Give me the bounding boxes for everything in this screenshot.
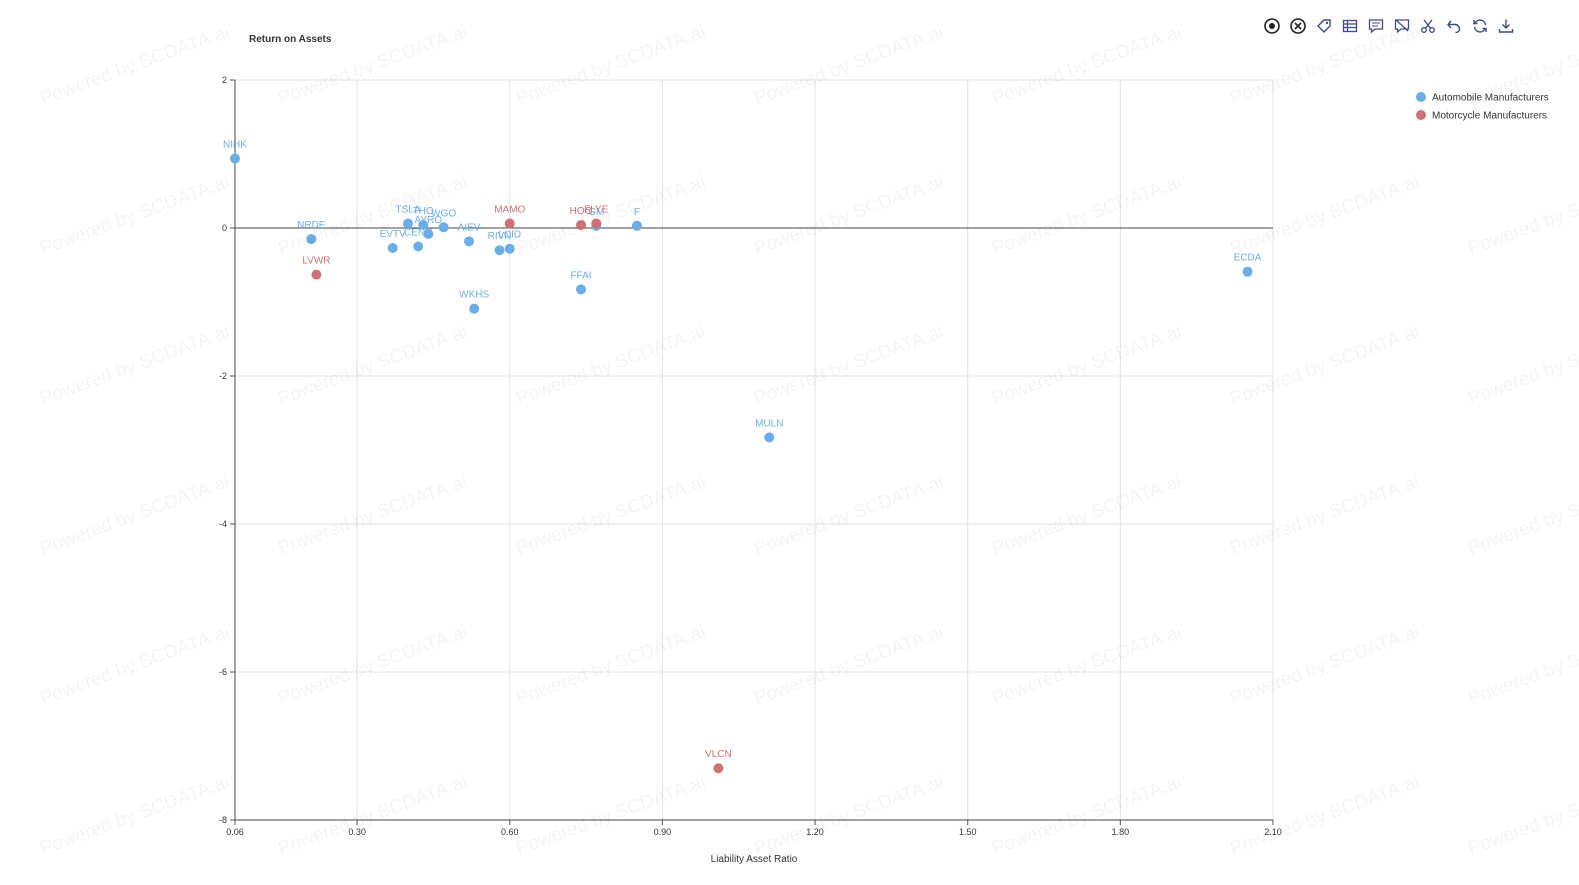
data-label: NRDE xyxy=(297,220,326,231)
undo-icon[interactable] xyxy=(1444,16,1464,36)
data-label: NIHK xyxy=(223,139,247,150)
data-point[interactable] xyxy=(387,242,398,253)
data-label: MAMO xyxy=(494,205,525,216)
data-point[interactable] xyxy=(1242,266,1253,277)
data-point[interactable] xyxy=(403,218,413,229)
data-point[interactable] xyxy=(631,220,642,231)
scissors-icon[interactable] xyxy=(1418,16,1438,36)
data-label: RIVN xyxy=(488,231,512,242)
table-icon[interactable] xyxy=(1340,16,1360,36)
data-label: WKHS xyxy=(459,290,489,301)
y-tick-label: -6 xyxy=(219,667,227,677)
comment-off-icon[interactable] xyxy=(1392,16,1412,36)
close-circle-icon[interactable] xyxy=(1288,16,1308,36)
data-point[interactable] xyxy=(423,228,434,239)
chart-title: Return on Assets xyxy=(249,34,332,45)
x-tick-label: 0.30 xyxy=(348,827,366,837)
data-label: AIEV xyxy=(458,222,481,233)
y-tick-label: -8 xyxy=(219,815,227,825)
axes: 0.06 0.30 0.60 0.90 1.20 1.50 1.80 2.10 2 0 -2 -4 -6… xyxy=(219,75,1282,837)
grid-lines xyxy=(234,79,1274,821)
data-point[interactable] xyxy=(591,218,602,229)
data-point[interactable] xyxy=(306,234,317,245)
data-label: HOG xyxy=(570,206,593,217)
x-axis-label: Liability Asset Ratio xyxy=(711,854,798,865)
data-point[interactable] xyxy=(504,218,515,229)
data-label: GM xyxy=(588,207,604,218)
data-point[interactable] xyxy=(464,236,475,247)
data-label: WGO xyxy=(431,208,456,219)
data-label: ECDA xyxy=(1234,253,1262,264)
data-label: LCID xyxy=(498,230,521,241)
legend-label[interactable]: Motorcycle Manufacturers xyxy=(1432,111,1547,122)
data-point[interactable] xyxy=(469,303,480,314)
data-point[interactable] xyxy=(311,269,322,280)
tag-icon[interactable] xyxy=(1314,16,1334,36)
y-tick-label: 2 xyxy=(222,75,227,85)
data-point[interactable] xyxy=(504,243,515,254)
y-tick-label: -4 xyxy=(219,519,227,529)
data-point[interactable] xyxy=(576,220,586,231)
x-tick-label: 0.60 xyxy=(501,827,519,837)
y-tick-label: -2 xyxy=(219,371,227,381)
data-label: EVTV xyxy=(380,229,406,240)
data-point[interactable] xyxy=(764,432,775,443)
data-label: AYRO xyxy=(415,215,443,226)
y-tick-label: 0 xyxy=(222,223,227,233)
data-point[interactable] xyxy=(230,153,240,164)
download-icon[interactable] xyxy=(1496,16,1516,36)
legend-swatch[interactable] xyxy=(1416,92,1426,102)
legend[interactable]: Automobile Manufacturers Motorcycle Manuf… xyxy=(1416,92,1549,122)
target-icon[interactable] xyxy=(1262,16,1282,36)
x-tick-label: 2.10 xyxy=(1264,827,1282,837)
legend-label[interactable]: Automobile Manufacturers xyxy=(1432,93,1549,104)
data-point[interactable] xyxy=(713,763,724,774)
data-point[interactable] xyxy=(413,241,424,252)
data-label: CENN xyxy=(404,228,432,239)
legend-swatch[interactable] xyxy=(1416,110,1426,120)
x-tick-label: 1.50 xyxy=(959,827,977,837)
data-point[interactable] xyxy=(494,245,505,256)
data-label: MULN xyxy=(755,418,783,429)
data-point[interactable] xyxy=(438,222,449,233)
data-label: LVWR xyxy=(302,256,330,267)
data-label: F xyxy=(634,207,640,218)
data-point[interactable] xyxy=(576,284,586,295)
data-label: FLYE xyxy=(584,205,609,216)
refresh-icon[interactable] xyxy=(1470,16,1490,36)
x-tick-label: 1.20 xyxy=(806,827,824,837)
comment-icon[interactable] xyxy=(1366,16,1386,36)
data-label: FFAI xyxy=(570,270,591,281)
x-tick-label: 0.90 xyxy=(654,827,672,837)
data-label: TSLA xyxy=(395,205,420,216)
x-tick-label: 1.80 xyxy=(1112,827,1130,837)
data-label: THO xyxy=(413,206,434,217)
chart-toolbar xyxy=(1262,14,1516,38)
x-tick-label: 0.06 xyxy=(226,827,244,837)
data-point[interactable] xyxy=(418,220,429,231)
data-label: VLCN xyxy=(705,749,732,760)
